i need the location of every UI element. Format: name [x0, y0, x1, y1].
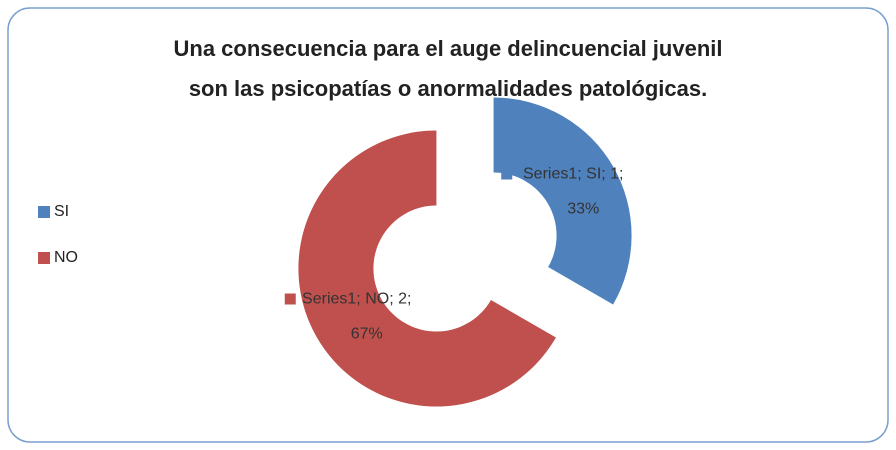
data-label: 67%	[351, 326, 383, 343]
chart-title: son las psicopatías o anormalidades pato…	[189, 76, 707, 101]
doughnut-slice	[493, 97, 632, 305]
legend-label: SI	[54, 203, 69, 220]
chart-title: Una consecuencia para el auge delincuenc…	[174, 36, 723, 61]
legend-key	[38, 252, 50, 264]
data-label: Series1; NO; 2;	[302, 291, 411, 308]
doughnut-slice	[298, 130, 556, 407]
legend-label: NO	[54, 249, 78, 266]
chart-frame	[7, 7, 889, 443]
label-key	[284, 293, 296, 305]
legend-key	[38, 206, 50, 218]
data-label: 33%	[567, 201, 599, 218]
label-key	[501, 168, 513, 180]
data-label: Series1; SI; 1;	[523, 166, 624, 183]
